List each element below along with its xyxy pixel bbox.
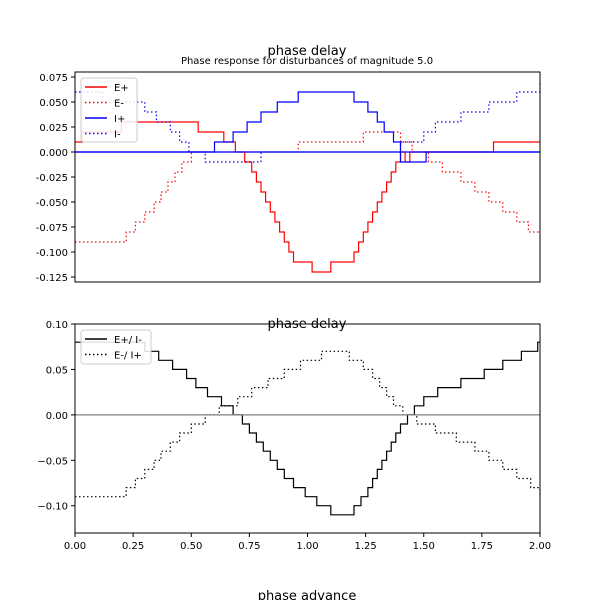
- legend-label: E+: [114, 83, 129, 94]
- y-tick-label: 0.000: [39, 148, 68, 159]
- x-tick-label: 1.25: [354, 541, 376, 552]
- series-line-eplus: [75, 121, 540, 273]
- y-tick-label: −0.05: [37, 456, 68, 467]
- y-tick-label: -0.025: [36, 173, 68, 184]
- bottom-figure-label: phase advance: [258, 589, 357, 600]
- x-tick-label: 1.75: [471, 541, 493, 552]
- bottom-plot: 0.10 0.05 0.00 −0.05 −0.10 0.00 0.25 0.50 0.75 1.…: [37, 320, 551, 552]
- legend-label: E-: [114, 99, 124, 110]
- series-line-iplus: [75, 91, 540, 163]
- legend: E+/ I- E-/ I+: [80, 329, 152, 365]
- x-tick-label: 0.25: [122, 541, 144, 552]
- x-tick-label: 1.50: [413, 541, 435, 552]
- series-line-eminusiplus: [75, 350, 541, 498]
- legend-label: E-/ I+: [114, 351, 142, 362]
- series-line-eminus: [75, 131, 540, 243]
- top-chart-title: phase delay: [268, 44, 347, 59]
- y-tick-label: 0.050: [39, 98, 68, 109]
- top-chart-subtitle: Phase response for disturbances of magni…: [181, 56, 433, 67]
- legend-label: E+/ I-: [114, 335, 142, 346]
- y-tick-label: -0.075: [36, 223, 68, 234]
- x-tick-label: 2.00: [529, 541, 551, 552]
- legend-label: I+: [114, 114, 125, 125]
- x-tick-label: 0.75: [238, 541, 260, 552]
- x-tick-label: 0.00: [64, 541, 86, 552]
- y-tick-label: 0.00: [46, 411, 68, 422]
- y-tick-label: −0.10: [37, 502, 68, 513]
- legend-label: I-: [114, 130, 121, 141]
- y-tick-label: 0.025: [39, 123, 68, 134]
- y-tick-label: 0.075: [39, 73, 68, 84]
- series-line-eplusiminus: [75, 341, 540, 516]
- series-line-iminus: [75, 82, 541, 163]
- y-tick-label: 0.10: [46, 320, 68, 331]
- top-plot: 0.075 0.050 0.025 0.000 -0.025 -0.050 -0.075 -0…: [36, 71, 541, 284]
- y-tick-label: -0.100: [36, 248, 68, 259]
- x-tick-label: 0.50: [180, 541, 202, 552]
- y-tick-label: -0.050: [36, 198, 68, 209]
- y-tick-label: -0.125: [36, 273, 68, 284]
- legend: E+ E- I+ I-: [80, 77, 138, 143]
- y-tick-label: 0.05: [46, 365, 68, 376]
- x-tick-label: 1.00: [296, 541, 318, 552]
